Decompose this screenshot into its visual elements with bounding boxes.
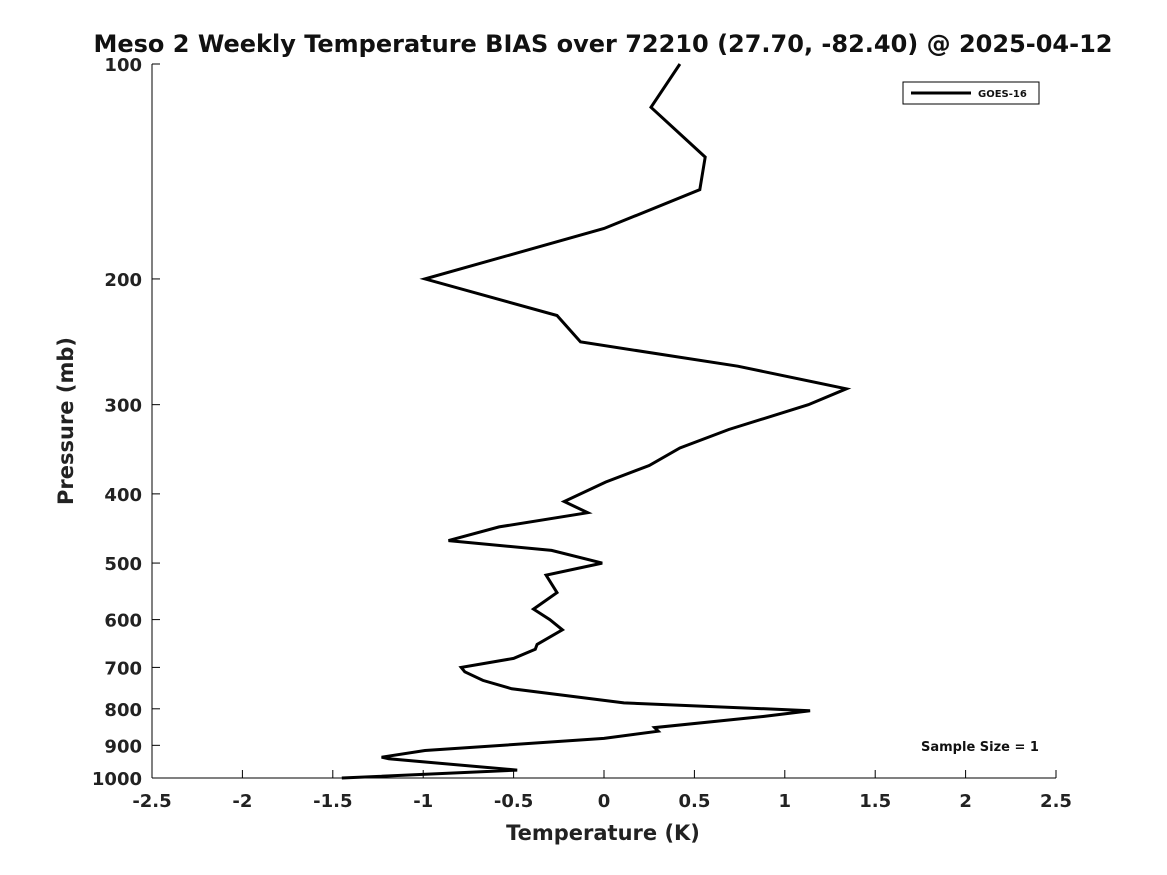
x-axis-label: Temperature (K) bbox=[506, 821, 700, 845]
y-tick-label: 700 bbox=[104, 658, 142, 679]
series-group bbox=[341, 63, 852, 780]
y-axis-label: Pressure (mb) bbox=[54, 337, 78, 505]
y-tick-label: 200 bbox=[104, 270, 142, 291]
x-tick-label: 1.5 bbox=[859, 791, 891, 812]
x-tick-label: 2.5 bbox=[1040, 791, 1072, 812]
y-tick-label: 300 bbox=[104, 396, 142, 417]
x-tick-label: 0.5 bbox=[678, 791, 710, 812]
x-tick-label: -2.5 bbox=[132, 791, 171, 812]
legend: GOES-16 bbox=[902, 81, 1040, 105]
x-tick-label: -0.5 bbox=[494, 791, 533, 812]
y-tick-label: 100 bbox=[104, 55, 142, 76]
sample-size-annotation: Sample Size = 1 bbox=[921, 740, 1039, 755]
series-line-goes16 bbox=[341, 63, 852, 780]
y-tick-label: 400 bbox=[104, 485, 142, 506]
y-tick-label: 600 bbox=[104, 611, 142, 632]
chart-title: Meso 2 Weekly Temperature BIAS over 7221… bbox=[93, 30, 1112, 58]
x-tick-label: -1.5 bbox=[313, 791, 352, 812]
x-tick-label: 2 bbox=[959, 791, 972, 812]
y-axis-ticks: 100 200 300 400 500 600 700 800 900 1000 bbox=[92, 55, 160, 790]
y-tick-label: 1000 bbox=[92, 769, 142, 790]
x-tick-label: -1 bbox=[413, 791, 433, 812]
y-tick-label: 800 bbox=[104, 700, 142, 721]
y-tick-label: 500 bbox=[104, 554, 142, 575]
legend-entry-goes16: GOES-16 bbox=[978, 89, 1027, 100]
x-tick-label: 0 bbox=[598, 791, 611, 812]
x-axis-ticks: -2.5 -2 -1.5 -1 -0.5 0 0.5 1 1.5 2 2.5 bbox=[132, 770, 1072, 812]
x-tick-label: -2 bbox=[232, 791, 252, 812]
x-tick-label: 1 bbox=[779, 791, 792, 812]
y-tick-label: 900 bbox=[104, 736, 142, 757]
axes bbox=[151, 64, 1056, 779]
